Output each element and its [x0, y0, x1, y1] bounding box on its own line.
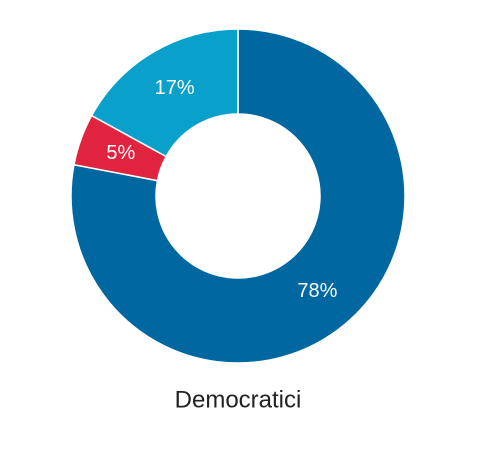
donut-slice — [70, 28, 406, 364]
data-label: 78% — [297, 280, 337, 302]
chart-title: Democratici — [175, 386, 302, 413]
data-label: 5% — [106, 142, 135, 164]
donut-slice — [90, 28, 239, 158]
data-label: 17% — [155, 77, 195, 99]
